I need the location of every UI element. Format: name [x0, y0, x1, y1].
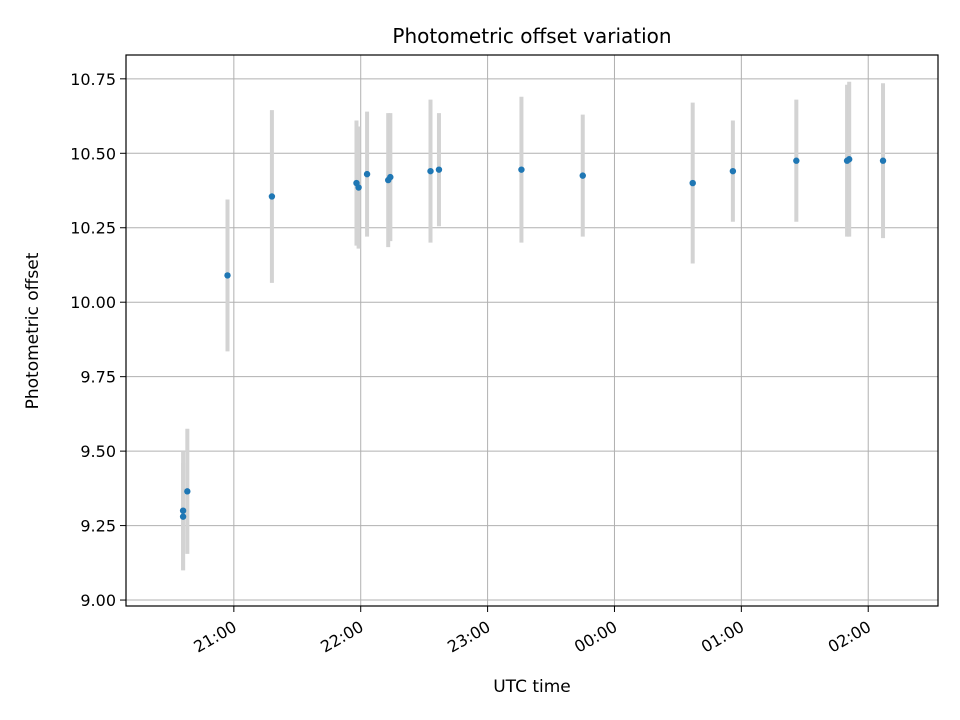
data-point — [224, 272, 231, 279]
data-point — [579, 172, 586, 179]
y-tick-label: 10.00 — [70, 293, 116, 312]
data-point — [387, 173, 394, 181]
data-point — [879, 157, 887, 164]
data-point — [689, 179, 696, 187]
y-axis-ticks: 9.00 9.25 9.50 9.75 10.00 10.25 10.50 10.75 — [70, 70, 126, 610]
y-tick-label: 9.00 — [80, 591, 116, 610]
data-point — [729, 167, 737, 175]
data-point — [363, 170, 371, 178]
x-axis-label: UTC time — [493, 677, 571, 697]
data-point — [427, 167, 434, 175]
data-point — [268, 193, 276, 200]
data-point — [179, 513, 187, 520]
y-tick-label: 10.25 — [70, 219, 116, 238]
y-tick-label: 10.50 — [70, 144, 116, 163]
data-point — [179, 507, 187, 514]
chart-title: Photometric offset variation — [392, 24, 671, 48]
data-points — [179, 156, 887, 520]
data-point — [355, 184, 362, 191]
y-tick-label: 9.25 — [80, 517, 116, 536]
y-tick-label: 9.50 — [80, 442, 116, 461]
plot-frame — [125, 54, 939, 607]
data-point — [518, 166, 525, 173]
y-tick-label: 10.75 — [70, 70, 116, 89]
y-tick-label: 9.75 — [80, 368, 116, 387]
data-point — [435, 166, 443, 173]
grid — [126, 55, 938, 606]
y-axis-label: Photometric offset — [23, 252, 43, 409]
data-point — [184, 488, 191, 495]
data-point — [793, 157, 800, 164]
data-point — [845, 156, 853, 163]
